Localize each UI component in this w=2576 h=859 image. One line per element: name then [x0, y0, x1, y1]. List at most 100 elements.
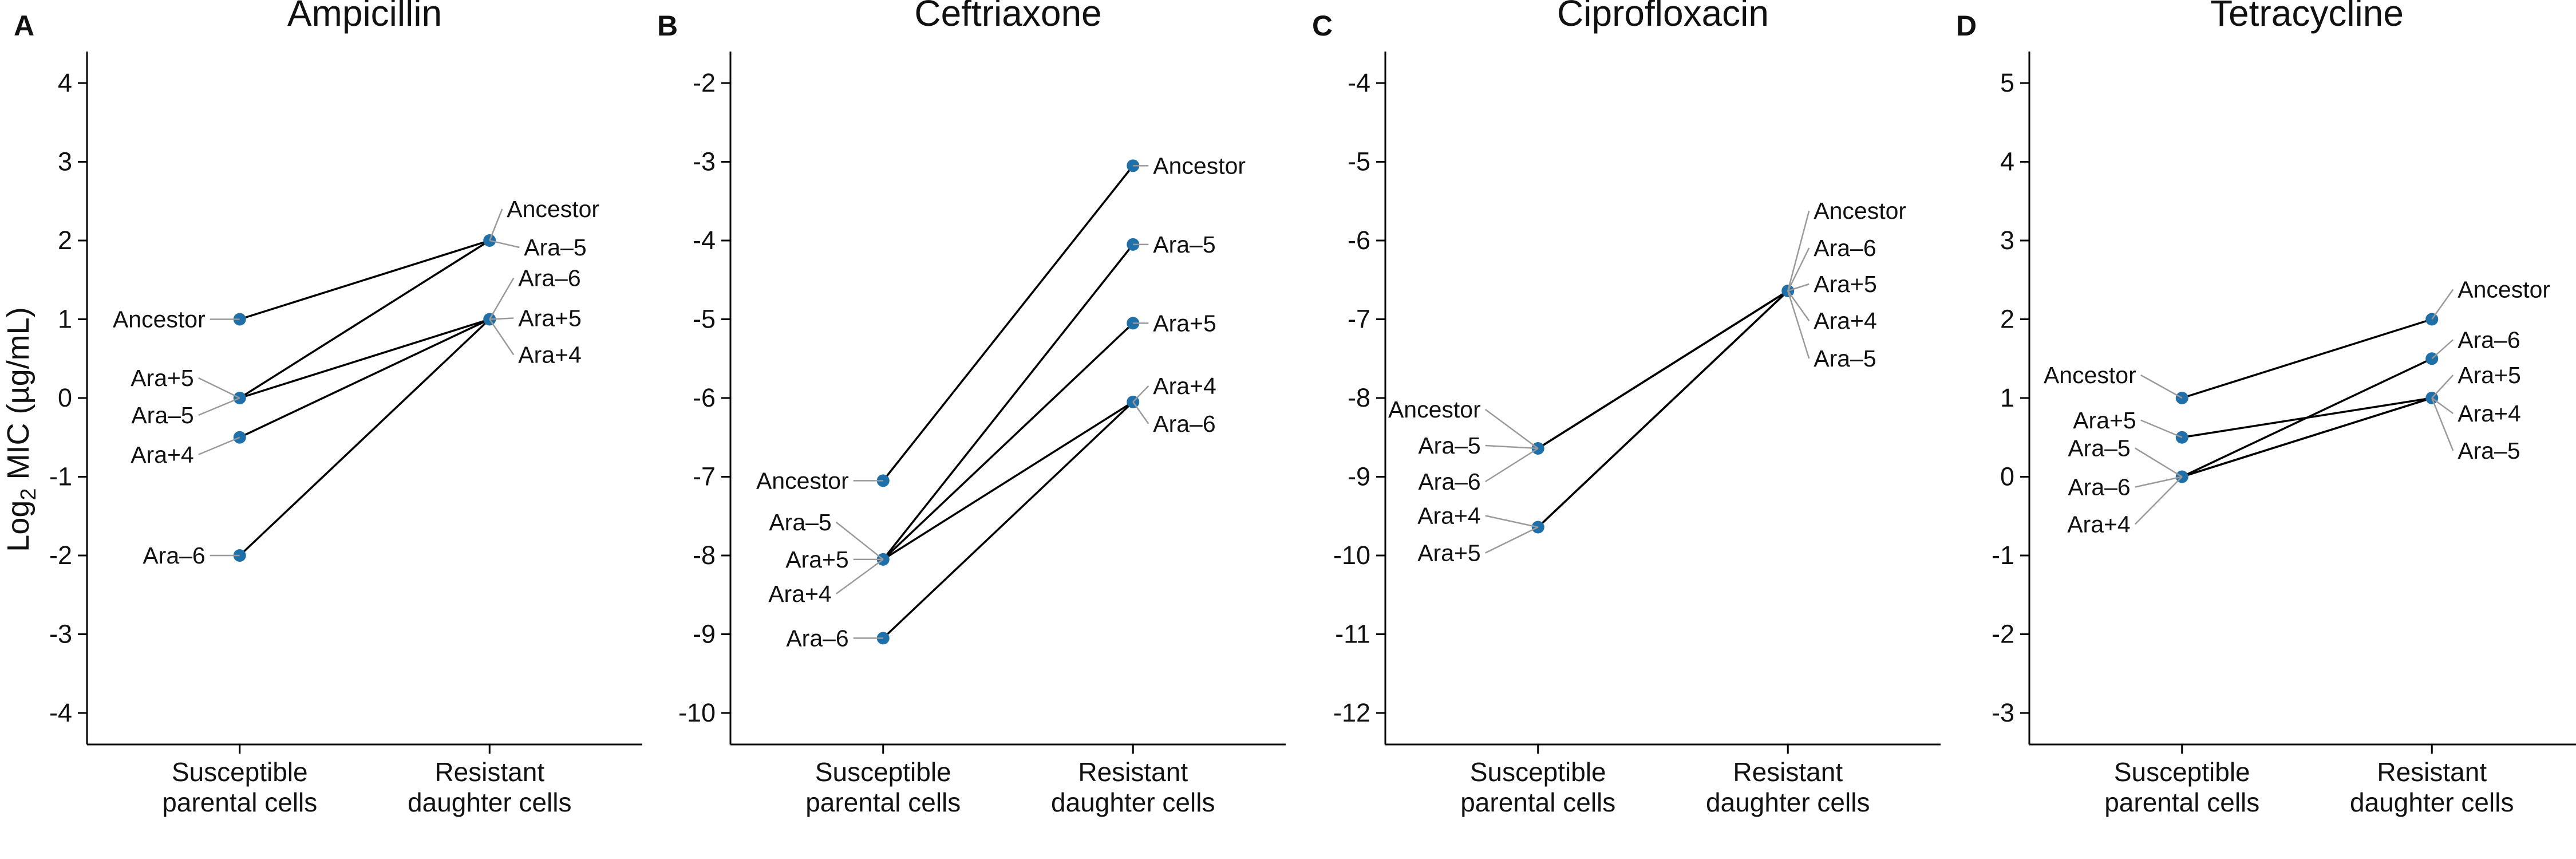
point-label: Ara–6	[1153, 411, 1215, 437]
point-label: Ara+4	[518, 342, 582, 368]
label-leader	[1485, 447, 1539, 483]
point-label: Ara–5	[769, 509, 831, 535]
label-leader	[2431, 289, 2454, 320]
point-label: Ara+5	[1153, 310, 1216, 336]
x-category-label: parental cells	[805, 787, 961, 817]
series-line	[1537, 290, 1789, 528]
point-label: Ara+5	[785, 546, 849, 573]
y-tick-label: -7	[1348, 305, 1370, 334]
x-category-label: Susceptible	[2114, 757, 2250, 787]
panel-title: Ceftriaxone	[914, 0, 1101, 34]
point-label: Ara–6	[2068, 474, 2130, 501]
label-leader	[489, 277, 515, 320]
label-leader	[1485, 526, 1539, 554]
point-label: Ancestor	[1814, 198, 1906, 224]
y-tick-label: -4	[693, 226, 716, 255]
panel-title: Ciprofloxacin	[1557, 0, 1769, 34]
y-tick-label: -3	[693, 147, 716, 176]
point-label: Ara–5	[1814, 345, 1876, 372]
series-line	[1537, 290, 1789, 450]
y-tick-label: -1	[1992, 541, 2014, 570]
y-tick-label: -9	[693, 620, 716, 649]
label-leader	[2135, 476, 2183, 488]
label-leader	[836, 558, 884, 594]
point-label: Ara–5	[2068, 435, 2130, 462]
point-label: Ara–6	[1814, 235, 1876, 261]
series-line	[882, 322, 1134, 561]
y-tick-label: -8	[1348, 383, 1370, 412]
label-leader	[1787, 290, 1810, 359]
label-leader	[198, 397, 240, 416]
x-category-label: parental cells	[2104, 787, 2259, 817]
point-label: Ara–5	[131, 402, 193, 428]
x-category-label: Susceptible	[172, 757, 308, 787]
point-label: Ara+4	[131, 442, 194, 468]
y-tick-label: -4	[49, 698, 72, 727]
label-leader	[2431, 397, 2454, 451]
y-tick-label: 5	[2000, 68, 2014, 97]
panel-letter: D	[1956, 10, 1977, 42]
y-axis-label-subscript: 2	[17, 488, 41, 500]
y-tick-label: -2	[1992, 620, 2014, 649]
y-tick-label: 2	[2000, 305, 2014, 334]
point-label: Ara–6	[2458, 326, 2520, 353]
series-line	[882, 401, 1134, 561]
label-leader	[489, 208, 503, 241]
point-label: Ancestor	[1153, 152, 1246, 179]
y-tick-label: 4	[58, 68, 72, 97]
series-line	[239, 239, 491, 399]
point-label: Ara–5	[1418, 432, 1480, 459]
point-label: Ancestor	[507, 196, 599, 222]
point-label: Ancestor	[2044, 362, 2136, 388]
series-line	[239, 239, 490, 321]
y-tick-label: -3	[49, 620, 72, 649]
point-label: Ara+5	[2458, 362, 2521, 388]
panel-letter: C	[1312, 10, 1333, 42]
panel-letter: A	[14, 10, 34, 42]
panel-b: B Ceftriaxone -10 -9 -8 -7 -6 -5 -4 -3 -2 Susceptib…	[657, 0, 1286, 817]
x-category-label: parental cells	[162, 787, 317, 817]
point-label: Ara+4	[2067, 511, 2131, 538]
label-leader	[489, 317, 514, 320]
y-tick-label: 3	[2000, 226, 2014, 255]
y-tick-label: -12	[1333, 698, 1370, 727]
x-category-label: daughter cells	[1706, 787, 1870, 817]
point-label: Ara+5	[1814, 271, 1877, 297]
x-category-label: Susceptible	[815, 757, 951, 787]
label-leader	[1485, 515, 1539, 528]
label-leader	[2140, 419, 2183, 438]
label-leader	[198, 377, 240, 399]
point-label: Ara+5	[131, 365, 194, 391]
label-leader	[1787, 283, 1809, 292]
y-tick-label: -7	[693, 462, 716, 491]
x-category-label: Resistant	[1733, 757, 1843, 787]
y-tick-label: -1	[49, 462, 72, 491]
x-category-label: Resistant	[1078, 757, 1188, 787]
label-leader	[1787, 290, 1810, 321]
label-leader	[2140, 374, 2183, 399]
y-tick-label: -5	[693, 305, 716, 334]
panel-letter: B	[657, 10, 678, 42]
series-line	[882, 165, 1134, 482]
y-tick-label: 0	[2000, 462, 2014, 491]
y-tick-label: -2	[49, 541, 72, 570]
y-tick-label: -4	[1348, 68, 1370, 97]
y-axis-label-unit: MIC (µg/mL)	[1, 307, 35, 488]
panel-a: A Ampicillin -4 -3 -2 -1 0 1 2 3 4 Susceptibleparen…	[14, 0, 642, 817]
label-leader	[489, 318, 515, 356]
y-tick-label: -6	[693, 383, 716, 412]
panel-title: Tetracycline	[2210, 0, 2404, 34]
y-tick-label: -11	[1335, 620, 1370, 649]
point-label: Ara+4	[1814, 308, 1877, 334]
point-label: Ara–6	[143, 542, 205, 569]
y-tick-label: -10	[678, 698, 716, 727]
panel-c: C Ciprofloxacin -12 -11 -10 -9 -8 -7 -6 -5 -4 Susce…	[1312, 0, 1941, 817]
y-tick-label: -6	[1348, 226, 1370, 255]
x-category-label: Susceptible	[1470, 757, 1606, 787]
series-line	[239, 318, 490, 399]
label-leader	[1132, 401, 1149, 424]
point-label: Ara–5	[2458, 438, 2520, 464]
x-category-label: daughter cells	[2350, 787, 2514, 817]
point-label: Ara+4	[768, 581, 832, 607]
y-tick-label: -9	[1348, 462, 1370, 491]
